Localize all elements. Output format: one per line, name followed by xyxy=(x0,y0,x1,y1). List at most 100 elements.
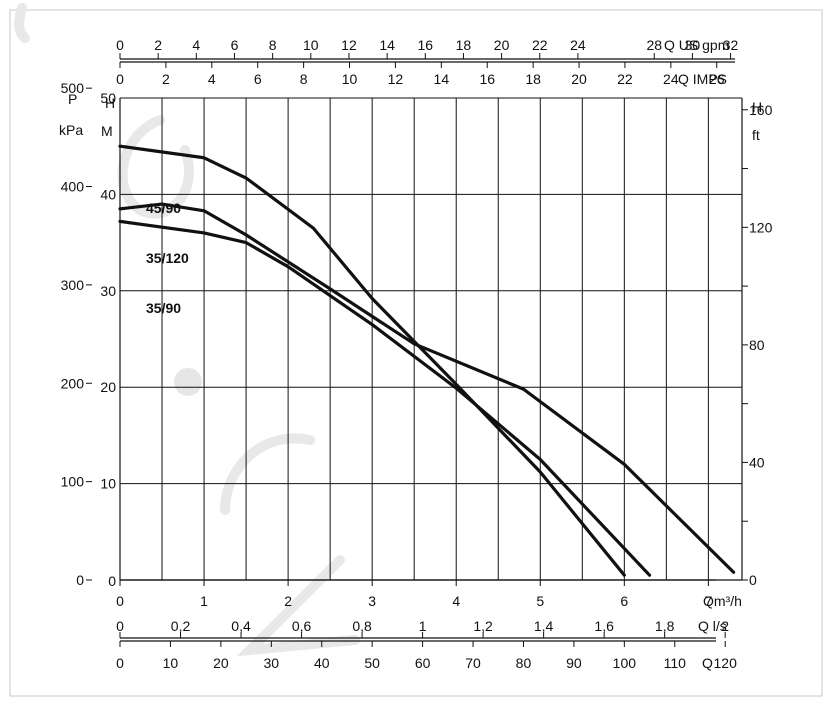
x-axis-us-gpm-tick-label: 2 xyxy=(154,37,162,53)
x-axis-imp-gpm-tick-label: 12 xyxy=(388,71,404,87)
x-axis-us-gpm-label: Q US gpm xyxy=(664,37,729,53)
x-axis-m3h-label: Qm³/h xyxy=(703,593,742,609)
y-axis-m-tick-label: 20 xyxy=(100,379,116,395)
x-axis-imp-gpm-tick-label: 18 xyxy=(525,71,541,87)
x-axis-imp-gpm-tick-label: 16 xyxy=(479,71,495,87)
x-axis-us-gpm-tick-label: 4 xyxy=(192,37,200,53)
x-axis-imp-gpm-tick-label: 22 xyxy=(617,71,633,87)
x-axis-us-gpm-tick-label: 22 xyxy=(532,37,548,53)
x-axis-lmin-label: Q xyxy=(702,655,713,671)
x-axis-us-gpm-tick-label: 14 xyxy=(379,37,395,53)
x-axis-ls-tick-label: 1,8 xyxy=(655,618,675,634)
grid-layer xyxy=(119,97,742,580)
x-axis-imp-gpm-tick-label: 14 xyxy=(434,71,450,87)
x-axis-us-gpm-tick-label: 20 xyxy=(494,37,510,53)
y-axis-ft-tick-label: 40 xyxy=(749,454,765,470)
series-line-35-90 xyxy=(118,219,652,577)
y-axis-ft-tick-label: 80 xyxy=(749,337,765,353)
x-axis-ls-tick-label: 1,4 xyxy=(534,618,554,634)
y-axis-kpa-tick-label: 200 xyxy=(61,375,85,391)
x-axis-imp-gpm-tick-label: 4 xyxy=(208,71,216,87)
axis-layer xyxy=(86,53,748,647)
y-axis-kpa-tick-label: 400 xyxy=(61,179,85,195)
x-axis-ls-tick-label: 0,4 xyxy=(231,618,251,634)
x-axis-ls-tick-label: 2 xyxy=(721,618,729,634)
x-axis-ls-tick-label: 1,2 xyxy=(473,618,493,634)
x-axis-us-gpm-tick-label: 10 xyxy=(303,37,319,53)
series-label-45-90: 45/90 xyxy=(146,200,181,216)
x-axis-ls-tick-label: 0,6 xyxy=(292,618,312,634)
x-axis-lmin-tick-label: 10 xyxy=(163,655,179,671)
y-axis-kpa-tick-label: 0 xyxy=(76,572,84,588)
y-axis-kpa-tick-label: 100 xyxy=(61,474,85,490)
x-axis-imp-gpm-label: Q IMPS xyxy=(678,71,727,87)
x-axis-us-gpm-tick-label: 16 xyxy=(417,37,433,53)
x-axis-lmin-tick-label: 30 xyxy=(264,655,280,671)
x-axis-us-gpm-tick-label: 32 xyxy=(723,37,739,53)
series-layer xyxy=(118,144,736,577)
watermark xyxy=(14,3,360,657)
y-axis-m-tick-label: 40 xyxy=(100,186,116,202)
x-axis-us-gpm-tick-label: 12 xyxy=(341,37,357,53)
x-axis-ls-tick-label: 1,6 xyxy=(594,618,614,634)
y-axis-m-tick-label: 50 xyxy=(100,90,116,106)
y-axis-m-tick-label: 30 xyxy=(100,283,116,299)
y-axis-m-zero-label: 0 xyxy=(108,573,116,589)
y-axis-ft-tick-label: 120 xyxy=(749,219,773,235)
x-axis-lmin-tick-label: 120 xyxy=(714,655,738,671)
x-axis-lmin-tick-label: 0 xyxy=(116,655,124,671)
x-axis-ls-label: Q l/s xyxy=(698,618,727,634)
series-label-35-90: 35/90 xyxy=(146,300,181,316)
x-axis-imp-gpm-tick-label: 26 xyxy=(709,71,725,87)
x-axis-lmin-tick-label: 40 xyxy=(314,655,330,671)
y-axis-ft-tick-label: 160 xyxy=(749,102,773,118)
x-axis-imp-gpm-tick-label: 8 xyxy=(300,71,308,87)
x-axis-imp-gpm-tick-label: 6 xyxy=(254,71,262,87)
y-axis-m-label-top: H xyxy=(105,95,115,111)
x-axis-m3h-tick-label: 5 xyxy=(536,593,544,609)
x-axis-us-gpm-tick-label: 28 xyxy=(646,37,662,53)
series-line-35-120 xyxy=(118,202,736,574)
x-axis-m3h-tick-label: 4 xyxy=(452,593,460,609)
x-axis-ls-tick-label: 0,2 xyxy=(171,618,191,634)
x-axis-us-gpm-tick-label: 8 xyxy=(269,37,277,53)
x-axis-m3h-tick-label: 0 xyxy=(116,593,124,609)
y-axis-kpa-tick-label: 500 xyxy=(61,80,85,96)
x-axis-lmin-tick-label: 70 xyxy=(465,655,481,671)
x-axis-m3h-tick-label: 3 xyxy=(368,593,376,609)
y-axis-kpa-label-bottom: kPa xyxy=(59,122,83,138)
x-axis-lmin-tick-label: 80 xyxy=(516,655,532,671)
x-axis-imp-gpm-tick-label: 20 xyxy=(571,71,587,87)
x-axis-lmin-tick-label: 20 xyxy=(213,655,229,671)
x-axis-imp-gpm-tick-label: 0 xyxy=(116,71,124,87)
x-axis-ls-tick-label: 0 xyxy=(116,618,124,634)
y-axis-m-tick-label: 10 xyxy=(100,476,116,492)
y-axis-ft-label-bottom: ft xyxy=(752,127,760,143)
x-axis-lmin-tick-label: 60 xyxy=(415,655,431,671)
x-axis-ls-tick-label: 1 xyxy=(419,618,427,634)
x-axis-us-gpm-tick-label: 0 xyxy=(116,37,124,53)
x-axis-lmin-tick-label: 100 xyxy=(613,655,637,671)
x-axis-us-gpm-tick-label: 24 xyxy=(570,37,586,53)
y-axis-kpa-tick-label: 300 xyxy=(61,277,85,293)
x-axis-imp-gpm-tick-label: 24 xyxy=(663,71,679,87)
series-label-35-120: 35/120 xyxy=(146,250,189,266)
x-axis-imp-gpm-tick-label: 2 xyxy=(162,71,170,87)
y-axis-kpa-label-top: P xyxy=(68,91,77,107)
x-axis-m3h-tick-label: 1 xyxy=(200,593,208,609)
x-axis-imp-gpm-tick-label: 10 xyxy=(342,71,358,87)
x-axis-lmin-tick-label: 110 xyxy=(664,655,687,671)
x-axis-m3h-tick-label: 7 xyxy=(704,593,712,609)
x-axis-us-gpm-tick-label: 18 xyxy=(456,37,472,53)
x-axis-lmin-tick-label: 90 xyxy=(566,655,582,671)
x-axis-us-gpm-tick-label: 6 xyxy=(231,37,239,53)
y-axis-ft-label-top: H xyxy=(752,99,762,115)
x-axis-us-gpm-tick-label: 30 xyxy=(685,37,701,53)
series-line-45-90 xyxy=(118,144,626,577)
x-axis-m3h-tick-label: 6 xyxy=(620,593,628,609)
x-axis-ls-tick-label: 0,8 xyxy=(352,618,372,634)
outer-frame xyxy=(9,9,823,697)
